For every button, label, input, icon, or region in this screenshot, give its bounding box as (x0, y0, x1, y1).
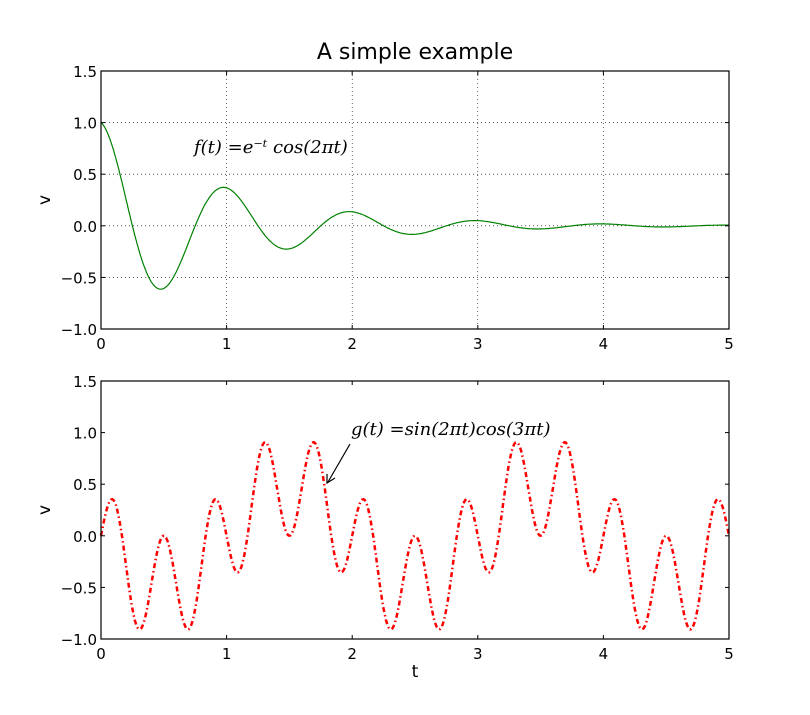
y-tick-label: 0.5 (73, 476, 97, 494)
y-tick-label: 1.0 (73, 115, 97, 133)
top-axes: 0 1 2 3 4 5 −1.0 −0.5 0.0 0.5 1.0 1.5 (61, 63, 734, 353)
axes-frame (100, 70, 730, 330)
chart-title: A simple example (317, 40, 513, 65)
x-tick-label: 2 (347, 335, 357, 353)
x-tick-label: 1 (222, 335, 232, 353)
x-tick-label: 4 (599, 645, 609, 663)
y-tick-label: 0.0 (73, 218, 97, 236)
y-axis-label-top: v (35, 195, 55, 205)
y-tick-label: −1.0 (61, 321, 97, 339)
x-tick-label: 3 (473, 335, 483, 353)
axes-frame (100, 380, 730, 640)
x-tick-label: 4 (599, 335, 609, 353)
y-tick-label: −0.5 (61, 579, 97, 597)
f-annotation: f(t) =e⁻ᵗ cos(2πt) (192, 137, 348, 158)
y-tick-label: 1.0 (73, 425, 97, 443)
x-tick-label: 0 (96, 335, 106, 353)
y-tick-label: 1.5 (73, 373, 97, 391)
bottom-axes: 0 1 2 3 4 5 −1.0 −0.5 0.0 0.5 1.0 1.5 (61, 373, 734, 663)
y-tick-label: −1.0 (61, 631, 97, 649)
x-tick-label: 0 (96, 645, 106, 663)
y-tick-label: −0.5 (61, 269, 97, 287)
x-tick-label: 5 (724, 335, 734, 353)
x-tick-label: 1 (222, 645, 232, 663)
x-tick-label: 3 (473, 645, 483, 663)
x-tick-label: 2 (347, 645, 357, 663)
y-tick-label: 0.5 (73, 166, 97, 184)
annotation-arrow (326, 443, 351, 485)
x-axis-label: t (412, 662, 419, 682)
y-tick-label: 0.0 (73, 528, 97, 546)
x-tick-label: 5 (724, 645, 734, 663)
y-axis-label-bottom: v (35, 505, 55, 515)
series-line-ft (100, 122, 729, 290)
series-line-gt (99, 440, 731, 631)
g-annotation: g(t) =sin(2πt)cos(3πt) (351, 419, 550, 440)
y-tick-label: 1.5 (73, 63, 97, 81)
